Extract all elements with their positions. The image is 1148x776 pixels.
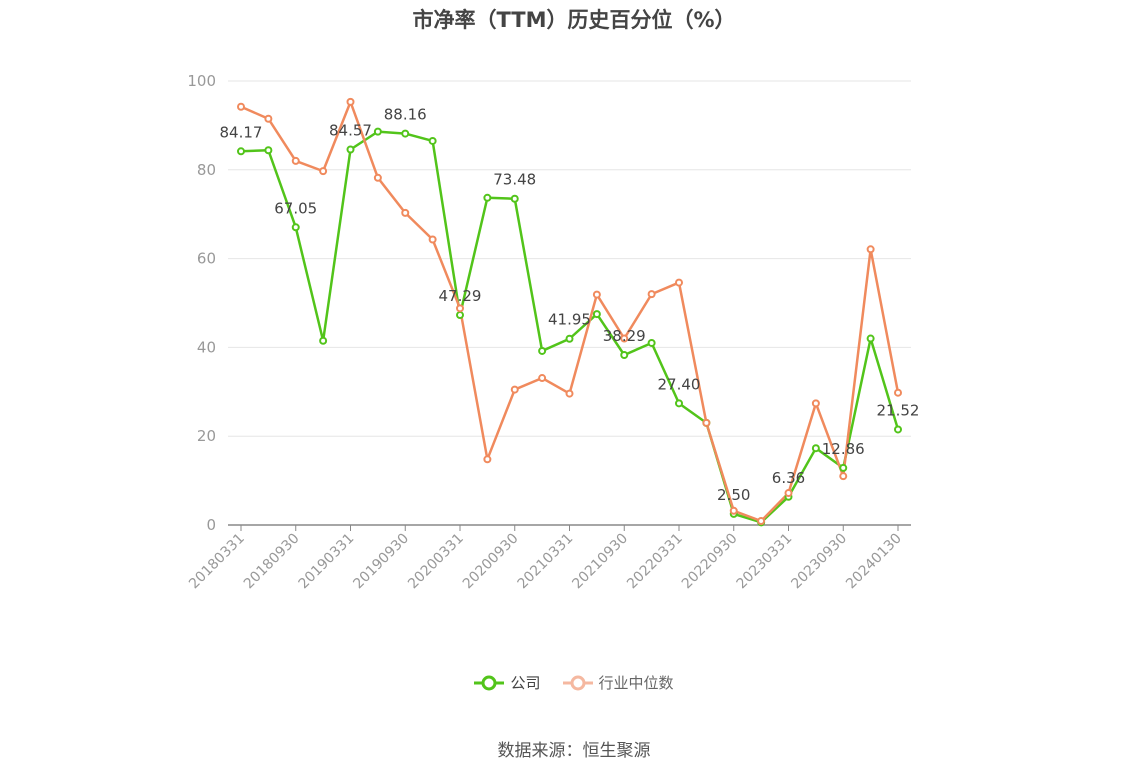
data-point: [346, 145, 355, 154]
x-tick-label: 20200930: [460, 531, 522, 593]
x-tick-label: 20220930: [679, 531, 741, 593]
data-point: [729, 506, 738, 515]
legend-label-industry-median: 行业中位数: [598, 674, 674, 692]
data-point: [811, 399, 820, 408]
data-point: [264, 146, 273, 155]
data-point: [702, 418, 711, 427]
line-chart: 0 20 40 60 80 100 2018033120180930201903312019…: [186, 72, 920, 593]
data-point: [264, 114, 273, 123]
legend-swatch-industry-icon: [562, 675, 593, 690]
data-point: [620, 350, 629, 359]
y-tick-label: 0: [206, 516, 216, 534]
x-tick-label: 20190331: [296, 531, 358, 593]
y-tick-label: 80: [197, 161, 216, 179]
data-point: [373, 173, 382, 182]
data-point: [866, 334, 875, 343]
data-point: [291, 223, 300, 232]
y-tick-label: 100: [187, 72, 216, 90]
data-label: 73.48: [493, 171, 536, 189]
data-point: [811, 444, 820, 453]
data-point: [428, 136, 437, 145]
data-point: [675, 399, 683, 408]
data-label: 88.16: [384, 106, 427, 124]
y-tick-label: 40: [197, 338, 216, 356]
data-point: [894, 425, 902, 434]
x-tick-label: 20210331: [515, 531, 577, 593]
data-label: 38.29: [603, 327, 646, 345]
legend: 公司 行业中位数: [0, 672, 1148, 693]
data-point: [565, 334, 574, 343]
legend-item-industry-median[interactable]: 行业中位数: [562, 672, 674, 693]
data-point: [319, 336, 328, 345]
data-point: [237, 147, 245, 156]
data-point: [373, 127, 382, 136]
data-label: 84.17: [220, 123, 263, 141]
data-point: [456, 311, 464, 320]
source-note: 数据来源：恒生聚源: [497, 741, 651, 761]
data-label: 6.36: [772, 469, 805, 487]
chart-title: 市净率（TTM）历史百分位（%）: [412, 8, 736, 32]
x-tick-label: 20230331: [734, 531, 796, 593]
data-point: [428, 235, 437, 244]
data-point: [839, 472, 848, 481]
data-point: [456, 304, 464, 313]
x-tick-label: 20220331: [624, 531, 686, 593]
x-tick-label: 20240130: [843, 531, 905, 593]
x-tick-label: 20180930: [241, 531, 303, 593]
data-point: [319, 167, 328, 176]
x-tick-label: 20200331: [405, 531, 467, 593]
y-tick-label: 60: [197, 250, 216, 268]
data-point: [483, 455, 492, 464]
data-point: [565, 389, 574, 398]
data-point: [839, 463, 848, 472]
data-point: [894, 388, 902, 397]
x-tick-label: 20230930: [788, 531, 850, 593]
data-point: [647, 290, 656, 299]
data-label: 47.29: [439, 287, 482, 305]
x-tick-label: 20190930: [350, 531, 412, 593]
data-label: 27.40: [658, 375, 701, 393]
data-point: [647, 338, 656, 347]
y-tick-label: 20: [197, 427, 216, 445]
data-point: [757, 517, 766, 526]
data-label: 67.05: [274, 199, 317, 217]
legend-label-company: 公司: [510, 674, 541, 692]
data-point: [538, 346, 547, 355]
data-point: [784, 489, 793, 498]
data-point: [538, 374, 547, 383]
x-tick-label: 20180331: [186, 531, 248, 593]
data-point: [483, 193, 492, 202]
data-label: 12.86: [822, 440, 865, 458]
data-point: [592, 310, 601, 319]
data-point: [866, 245, 875, 254]
data-point: [346, 97, 355, 106]
legend-item-company[interactable]: 公司: [474, 672, 541, 693]
data-point: [237, 102, 245, 111]
data-point: [401, 129, 410, 138]
legend-swatch-company-icon: [474, 675, 505, 690]
data-label: 21.52: [877, 401, 920, 419]
data-point: [675, 278, 683, 287]
data-label: 41.95: [548, 311, 591, 329]
x-tick-label: 20210930: [569, 531, 631, 593]
data-point: [510, 194, 519, 203]
data-point: [510, 385, 519, 394]
data-label: 84.57: [329, 122, 372, 140]
data-point: [592, 290, 601, 299]
data-label: 2.50: [717, 486, 750, 504]
data-point: [291, 156, 300, 165]
data-point: [620, 334, 629, 343]
data-point: [401, 208, 410, 217]
